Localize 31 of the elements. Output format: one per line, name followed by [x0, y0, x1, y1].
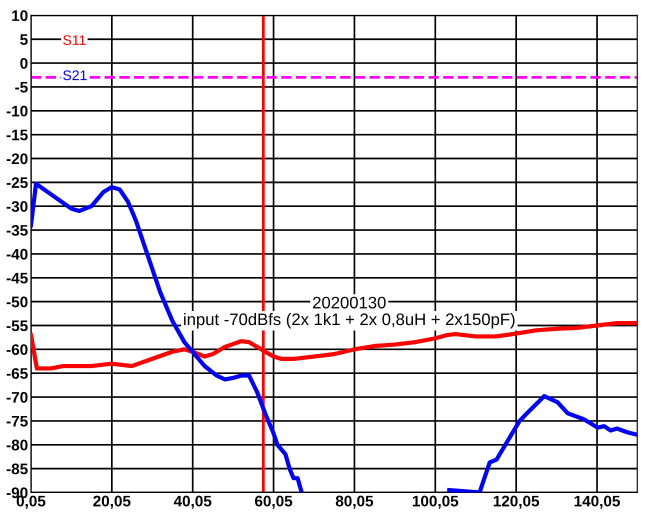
x-tick-label: 20,05 [93, 496, 131, 509]
x-tick-label: 100,05 [412, 496, 458, 509]
y-tick-label: -15 [6, 130, 28, 140]
annotation: input -70dBfs (2x 1k1 + 2x 0,8uH + 2x150pF) [184, 312, 515, 328]
y-tick-label: -25 [6, 177, 28, 188]
y-tick-label: -85 [6, 463, 28, 474]
y-tick-label: -35 [6, 224, 28, 236]
x-tick-label: 140,05 [574, 496, 620, 509]
y-tick-label: -5 [15, 82, 28, 93]
y-tick-label: -75 [6, 416, 28, 427]
x-tick-label: 60,05 [255, 496, 292, 509]
y-tick-label: -45 [6, 272, 28, 284]
y-tick-label: -40 [6, 248, 28, 260]
y-tick-label: -60 [6, 344, 28, 356]
text: S11 [63, 35, 86, 46]
y-tick-label: -50 [6, 296, 28, 308]
annotation: 20200130 [313, 296, 386, 309]
y-tick-label: 0 [20, 58, 28, 69]
y-tick-label: -70 [6, 392, 28, 403]
y-tick-label: 5 [20, 34, 28, 45]
y-tick-label: -65 [6, 368, 28, 379]
y-tick-label: -80 [6, 440, 28, 450]
x-tick-label: 120,05 [494, 496, 540, 509]
y-tick-label: -55 [6, 320, 28, 332]
x-tick-label: 40,05 [174, 496, 212, 509]
y-tick-label: -20 [6, 153, 28, 164]
x-tick-label: 80,05 [336, 496, 374, 509]
y-tick-label: -30 [6, 201, 28, 212]
y-tick-label: -10 [6, 106, 28, 116]
text: S21 [63, 70, 87, 80]
y-tick-label: 10 [12, 10, 28, 22]
